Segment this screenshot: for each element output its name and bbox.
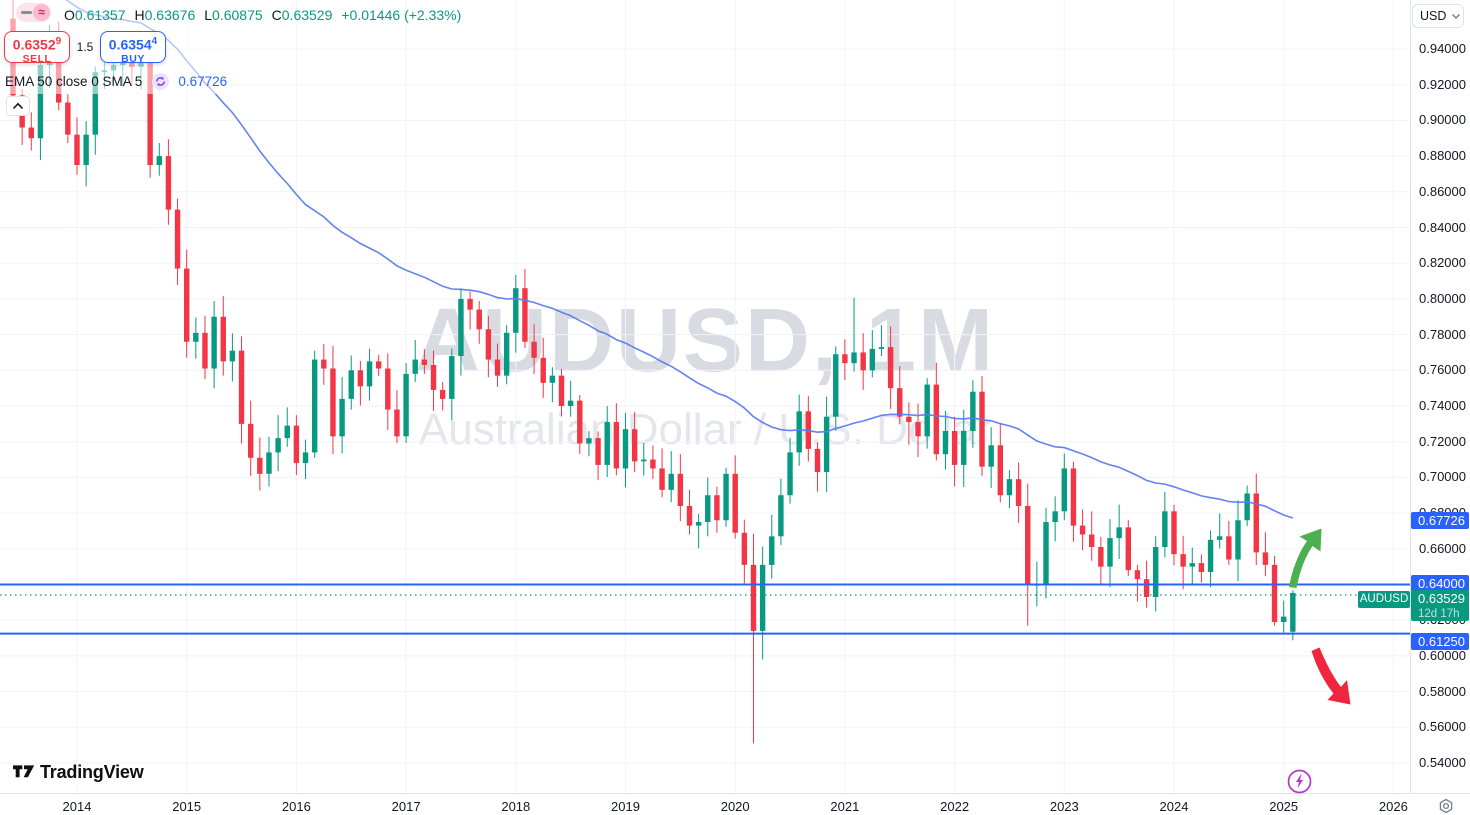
buy-button[interactable]: 0.63544 BUY <box>100 31 166 65</box>
chevron-up-icon <box>12 102 24 110</box>
tradingview-logo[interactable]: TradingView <box>13 762 144 783</box>
price-tick-label: 0.56000 <box>1419 719 1466 735</box>
year-tick-label: 2019 <box>611 799 640 814</box>
price-tick-label: 0.80000 <box>1419 290 1466 306</box>
time-axis[interactable]: 2014 2015 2016 2017 2018 2019 2020 2021 2022 2023… <box>0 793 1470 815</box>
axis-settings-gear-icon[interactable] <box>1438 798 1454 815</box>
price-tick-label: 0.76000 <box>1419 362 1466 378</box>
change-percent: (+2.33%) <box>404 7 462 23</box>
watermark-description: Australian Dollar / U.S. Dollar <box>418 405 992 454</box>
sell-button[interactable]: 0.63529 SELL <box>4 31 70 65</box>
tradingview-mark-icon <box>13 764 35 777</box>
lower-level-axis-label: 0.61250 <box>1411 633 1469 650</box>
price-tick-label: 0.70000 <box>1419 469 1466 485</box>
price-tick-label: 0.84000 <box>1419 219 1466 235</box>
year-tick-label: 2016 <box>281 799 311 814</box>
magnet-approx-icon[interactable]: ≈ <box>33 4 50 21</box>
buy-price-pip: 4 <box>151 36 158 47</box>
buy-label: BUY <box>121 52 145 65</box>
indicator-sync-icon[interactable] <box>152 73 170 90</box>
sell-price: 0.6352 <box>12 36 56 53</box>
last-price-axis-label: 0.63529 12d 17h <box>1411 590 1469 621</box>
price-line-symbol-tag: AUDUSD <box>1358 591 1410 608</box>
watermark-symbol: AUDUSD, 1M <box>414 291 996 391</box>
year-tick-label: 2015 <box>172 799 202 814</box>
price-tick-label: 0.58000 <box>1419 683 1466 699</box>
price-tick-label: 0.54000 <box>1419 755 1466 770</box>
price-tick-label: 0.72000 <box>1419 433 1466 449</box>
spread-value: 1.5 <box>76 40 94 54</box>
year-tick-label: 2023 <box>1049 799 1079 814</box>
last-price-value: 0.63529 <box>1418 591 1465 606</box>
price-tick-label: 0.86000 <box>1419 183 1466 199</box>
candlestick-series <box>10 0 1296 744</box>
price-tick-label: 0.74000 <box>1419 398 1466 413</box>
indicator-value: 0.67726 <box>178 74 228 89</box>
price-tick-label: 0.92000 <box>1419 76 1466 92</box>
minimize-icon[interactable] <box>21 11 32 14</box>
close-label: C <box>271 7 282 23</box>
year-tick-label: 2024 <box>1159 799 1189 814</box>
bar-countdown: 12d 17h <box>1418 608 1460 620</box>
year-tick-label: 2021 <box>830 799 860 814</box>
buy-price: 0.6354 <box>108 36 152 53</box>
overlay-lines <box>0 0 1410 635</box>
year-tick-label: 2025 <box>1269 799 1299 814</box>
drawing-toolbar-capsule[interactable]: ≈ <box>16 3 51 22</box>
price-tick-label: 0.66000 <box>1419 540 1466 556</box>
currency-value: USD <box>1420 9 1447 23</box>
price-tick-label: 0.78000 <box>1419 326 1466 342</box>
price-axis[interactable]: 0.94000 0.92000 0.90000 0.88000 0.86000 0.840… <box>1410 0 1470 793</box>
ema-value-axis-label: 0.67726 <box>1411 512 1469 529</box>
year-tick-label: 2014 <box>62 799 92 814</box>
price-tick-label: 0.82000 <box>1419 255 1466 271</box>
upper-level-axis-label: 0.64000 <box>1411 575 1469 592</box>
year-tick-label: 2020 <box>720 799 750 814</box>
low-label: L <box>204 7 213 23</box>
change-value: +0.01446 <box>341 7 401 23</box>
down-arrow-drawing[interactable] <box>1311 647 1351 705</box>
price-tick-label: 0.90000 <box>1419 112 1466 128</box>
chevron-down-icon <box>1452 13 1461 19</box>
year-tick-label: 2026 <box>1378 799 1408 814</box>
indicator-title: EMA 50 close 0 SMA 5 <box>5 74 143 89</box>
watermark: AUDUSD, 1M Australian Dollar / U.S. Doll… <box>0 292 1410 455</box>
grid-lines <box>0 0 1410 793</box>
high-value: 0.63676 <box>144 7 196 23</box>
high-label: H <box>134 7 145 23</box>
collapse-legend-button[interactable] <box>6 96 30 116</box>
year-tick-label: 2018 <box>501 799 531 814</box>
year-tick-label: 2017 <box>391 799 421 814</box>
currency-dropdown[interactable]: USD <box>1412 4 1464 28</box>
low-value: 0.60875 <box>212 7 263 23</box>
sell-price-pip: 9 <box>55 36 62 47</box>
price-tick-label: 0.94000 <box>1419 41 1466 56</box>
year-tick-label: 2022 <box>940 799 970 814</box>
indicator-legend[interactable]: EMA 50 close 0 SMA 5 0.67726 <box>5 73 227 90</box>
price-tick-label: 0.60000 <box>1419 647 1466 663</box>
ohlc-readout: O0.61357 H0.63676 L0.60875 C0.63529 +0.01446… <box>64 7 461 23</box>
close-value: 0.63529 <box>281 7 333 23</box>
flash-boost-icon[interactable] <box>1286 768 1313 800</box>
sell-label: SELL <box>22 52 52 65</box>
tradingview-wordmark: TradingView <box>40 762 144 782</box>
up-arrow-drawing[interactable] <box>1289 528 1322 589</box>
open-value: 0.61357 <box>74 7 126 23</box>
price-tick-label: 0.88000 <box>1419 148 1466 164</box>
open-label: O <box>64 7 75 23</box>
